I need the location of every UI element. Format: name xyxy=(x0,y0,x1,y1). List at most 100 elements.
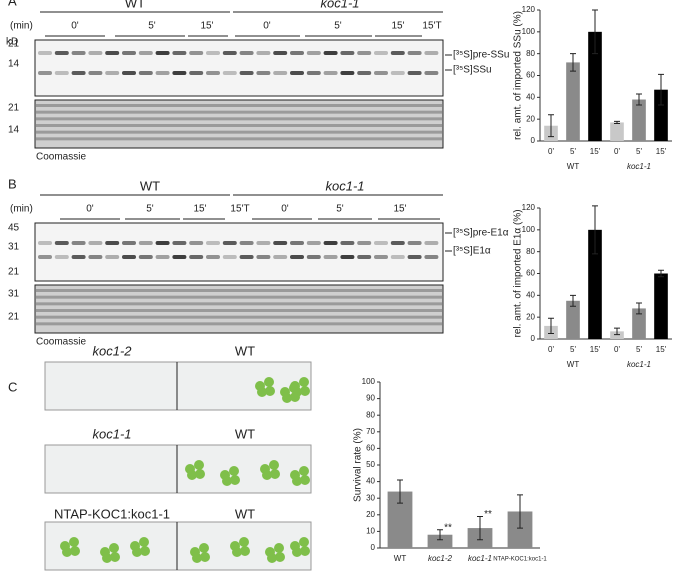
band xyxy=(290,241,304,245)
band xyxy=(340,255,355,259)
error-bar xyxy=(570,294,576,307)
band xyxy=(105,71,120,75)
band xyxy=(222,71,237,75)
panel-letter: A xyxy=(8,0,17,8)
band xyxy=(374,51,388,55)
time-label: 5' xyxy=(148,21,156,32)
band xyxy=(374,241,388,245)
band xyxy=(138,255,153,259)
band xyxy=(189,241,204,245)
seedling xyxy=(257,387,267,397)
seedling xyxy=(265,386,275,396)
min-label: (min) xyxy=(10,21,33,32)
error-bar xyxy=(658,269,664,278)
coomassie-band xyxy=(36,117,442,121)
band xyxy=(222,255,237,259)
seedling xyxy=(229,466,239,476)
marker-label: 14 xyxy=(8,59,20,70)
band xyxy=(155,241,170,245)
seedling xyxy=(300,475,310,485)
band xyxy=(323,255,338,259)
band xyxy=(189,71,204,75)
band xyxy=(54,51,69,55)
group-label: WT xyxy=(125,0,145,10)
seedling xyxy=(282,393,292,403)
band xyxy=(38,255,52,259)
y-tick-label: 80 xyxy=(366,410,375,419)
x-tick-label: koc1-2 xyxy=(428,554,453,563)
band xyxy=(256,241,271,245)
x-tick-label: WT xyxy=(394,554,407,563)
band xyxy=(374,71,388,75)
x-tick-label: 5' xyxy=(570,345,576,354)
band xyxy=(273,241,288,245)
marker-label: 21 xyxy=(8,103,20,114)
gel xyxy=(34,222,444,282)
y-tick-label: 70 xyxy=(366,427,375,436)
min-label: (min) xyxy=(10,204,33,215)
y-tick-label: 100 xyxy=(362,377,376,386)
band xyxy=(273,255,288,259)
annotation: ** xyxy=(484,509,492,520)
seedling xyxy=(230,475,240,485)
band xyxy=(155,51,170,55)
x-tick-label: 15' xyxy=(656,345,667,354)
band xyxy=(122,255,136,259)
marker-label: 21 xyxy=(8,267,20,278)
y-tick-label: 0 xyxy=(531,136,536,145)
band xyxy=(71,241,86,245)
y-tick-label: 40 xyxy=(366,477,375,486)
x-tick-label: 15' xyxy=(590,147,601,156)
seedling xyxy=(69,537,79,547)
y-tick-label: 80 xyxy=(526,247,535,256)
band xyxy=(357,241,372,245)
band xyxy=(189,51,204,55)
y-tick-label: 10 xyxy=(366,527,375,536)
band xyxy=(206,51,220,55)
coomassie-band xyxy=(36,137,442,141)
seedling xyxy=(70,546,80,556)
band xyxy=(172,241,187,245)
photo-label: koc1-2 xyxy=(92,343,132,358)
time-label: 15'T xyxy=(422,21,441,32)
seedling xyxy=(270,469,280,479)
time-label: 0' xyxy=(281,204,289,215)
seedling xyxy=(292,387,302,397)
error-bar xyxy=(592,205,598,255)
coomassie-band xyxy=(36,295,442,299)
x-tick-label: 0' xyxy=(548,147,554,156)
y-tick-label: 90 xyxy=(366,394,375,403)
band xyxy=(222,241,237,245)
y-tick-label: 100 xyxy=(522,27,536,36)
seedling xyxy=(269,460,279,470)
error-bar xyxy=(517,494,523,529)
band xyxy=(122,51,136,55)
band xyxy=(340,241,355,245)
band xyxy=(172,255,187,259)
band xyxy=(206,71,220,75)
band xyxy=(38,51,52,55)
marker-label: 21 xyxy=(8,312,20,323)
error-bar xyxy=(570,53,576,72)
band xyxy=(390,255,405,259)
bar xyxy=(588,31,602,141)
panel-letter: C xyxy=(8,379,17,394)
x-tick-label: koc1-1 xyxy=(468,554,492,563)
error-bar xyxy=(548,317,554,335)
band xyxy=(290,51,304,55)
band-label: [³⁵S]pre-SSu xyxy=(453,50,509,61)
x-tick-label: 15' xyxy=(656,147,667,156)
seedling xyxy=(300,386,310,396)
band xyxy=(424,255,439,259)
band xyxy=(138,51,153,55)
group-label: WT xyxy=(567,162,580,171)
band xyxy=(357,51,372,55)
seedling xyxy=(139,537,149,547)
error-bar xyxy=(437,529,443,541)
time-label: 5' xyxy=(336,204,344,215)
bar xyxy=(654,273,668,339)
error-bar xyxy=(658,73,664,106)
time-label: 15' xyxy=(393,204,406,215)
band xyxy=(306,241,321,245)
